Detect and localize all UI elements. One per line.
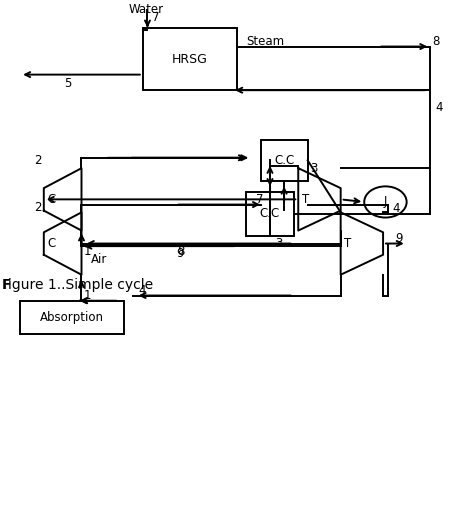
Text: C.C: C.C: [274, 154, 294, 167]
Text: Air: Air: [91, 253, 107, 266]
Text: 9: 9: [395, 232, 402, 245]
Bar: [261, 140, 308, 181]
Text: 7: 7: [256, 193, 264, 206]
Text: Absorption: Absorption: [40, 311, 104, 324]
Text: 3: 3: [310, 162, 318, 175]
Text: 4: 4: [435, 101, 442, 114]
Text: 6: 6: [275, 154, 282, 167]
Text: C: C: [47, 237, 56, 250]
Text: 5: 5: [64, 77, 71, 90]
Text: C.C: C.C: [260, 207, 280, 220]
Text: Water: Water: [128, 3, 164, 16]
Text: Steam: Steam: [246, 35, 284, 48]
Polygon shape: [298, 168, 341, 231]
Text: igure 1..Simple cycle: igure 1..Simple cycle: [8, 278, 153, 292]
Polygon shape: [44, 212, 82, 275]
Text: 2: 2: [34, 154, 41, 167]
Text: F: F: [1, 278, 11, 292]
Polygon shape: [44, 168, 82, 231]
Ellipse shape: [364, 186, 407, 218]
Text: 8: 8: [433, 35, 440, 48]
Text: 9: 9: [177, 247, 184, 260]
Text: 1: 1: [84, 245, 91, 258]
Text: 8: 8: [177, 245, 184, 258]
Text: T: T: [345, 237, 352, 250]
Polygon shape: [341, 212, 383, 275]
Text: 7: 7: [152, 11, 160, 24]
Text: 1: 1: [84, 289, 91, 302]
Bar: [20, 301, 124, 335]
Text: C: C: [47, 193, 56, 206]
Bar: [246, 191, 293, 236]
Bar: [143, 28, 237, 90]
Text: HRSG: HRSG: [172, 52, 208, 65]
Text: 4: 4: [392, 202, 400, 215]
Text: 3: 3: [275, 237, 282, 250]
Text: 10: 10: [343, 234, 358, 247]
Text: 2: 2: [34, 201, 41, 214]
Text: 4: 4: [138, 284, 146, 297]
Text: T: T: [302, 193, 309, 206]
Text: J: J: [384, 196, 387, 209]
